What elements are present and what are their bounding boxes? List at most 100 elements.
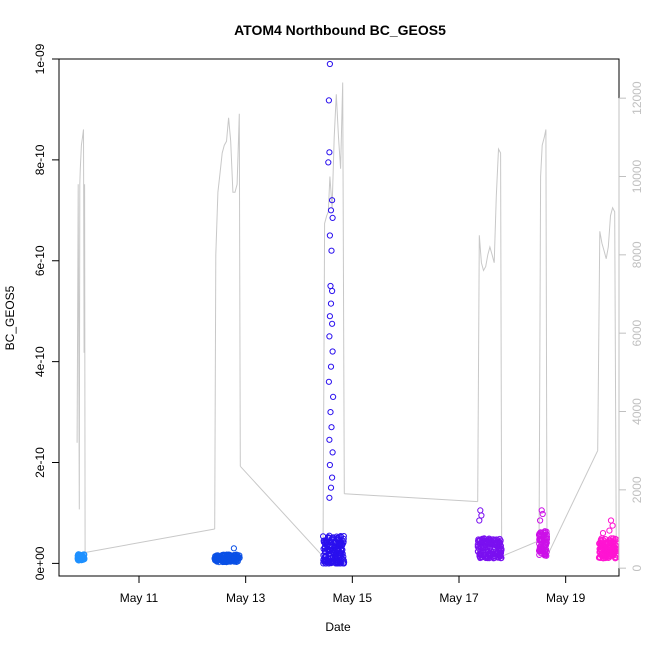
data-point [329,287,336,295]
data-point [477,547,484,554]
y2-tick-label: 4000 [630,398,644,425]
altitude-line-flight-1 [76,129,86,553]
data-point [325,97,332,104]
data-point [340,557,347,564]
data-point [478,512,485,519]
data-point [610,539,617,546]
data-point [329,320,336,327]
data-point [328,424,335,431]
x-tick-label: May 11 [120,591,159,605]
x-tick-label: May 15 [333,591,373,605]
data-point [330,393,337,400]
data-point [604,543,611,550]
data-point [477,551,484,558]
data-point [328,247,335,254]
altitude-link-2 [239,465,324,557]
data-point [329,197,336,204]
altitude-link-5 [546,450,599,557]
data-point [497,542,504,550]
data-point [326,333,333,340]
data-point [329,449,336,456]
y-tick-label: 0e+00 [33,546,47,580]
data-point [329,348,336,355]
altitude-series [76,82,617,557]
x-tick-label: May 19 [546,591,586,605]
altitude-line-flight-3 [322,82,345,557]
x-axis: May 11 May 13 May 15 May 17 May 19 [120,575,586,605]
y-tick-label: 4e-10 [33,346,47,377]
data-point [495,552,502,559]
data-point [474,541,481,548]
data-point [497,548,504,555]
data-point [340,539,347,547]
data-point [329,214,336,221]
data-point [340,560,347,567]
altitude-link-3 [344,493,478,503]
altitude-line-flight-4 [477,147,503,557]
altitude-line-flight-2 [214,113,241,530]
data-point [326,60,333,68]
scatter-series [74,60,620,567]
data-point [599,530,607,537]
secondary-y-axis: 0 2000 4000 6000 8000 10000 12000 [618,81,644,572]
y2-tick-label: 8000 [630,241,644,268]
data-point [231,558,238,565]
data-point [498,545,505,553]
data-point [536,535,543,543]
data-point [609,552,616,559]
y-tick-label: 8e-10 [33,144,47,175]
data-point [325,378,332,385]
data-point [329,474,336,481]
data-point [538,507,545,514]
altitude-line-flight-6 [597,206,617,557]
y-tick-label: 2e-10 [33,447,47,478]
data-point [327,300,335,307]
data-point [491,536,498,543]
data-point [486,553,493,560]
data-point [543,535,550,542]
data-point [477,507,484,514]
data-point [596,549,603,556]
data-point [486,540,493,548]
data-point [325,159,332,166]
data-point [606,527,613,534]
data-point [320,537,327,544]
data-point [327,363,335,370]
data-point [333,558,340,565]
data-point [537,529,544,536]
data-point [479,536,486,543]
data-point [327,555,334,562]
data-point [222,553,229,560]
data-point [212,553,219,560]
data-point [607,539,614,546]
data-point [327,282,334,290]
y-axis: 0e+00 2e-10 4e-10 6e-10 8e-10 1e-09 [33,43,60,580]
altitude-link-1 [85,528,215,553]
data-point [322,539,329,546]
y2-tick-label: 0 [630,565,644,572]
data-point [476,517,483,524]
data-point [607,517,615,524]
data-point [596,545,603,553]
data-point [326,436,333,443]
data-point [320,556,327,563]
data-point [598,539,606,546]
altitude-line-flight-5 [538,129,548,557]
data-point [335,534,342,541]
data-point [336,560,343,567]
data-point [327,409,334,416]
data-point [537,517,544,524]
altitude-link-4 [501,540,540,557]
data-point [336,540,343,547]
data-point [325,546,332,553]
y-axis-label: BC_GEOS5 [3,285,17,350]
data-point [600,555,607,562]
data-point [596,539,603,546]
data-point [212,555,219,562]
y2-tick-label: 6000 [630,319,644,346]
y2-tick-label: 10000 [630,159,644,193]
y2-tick-label: 2000 [630,476,644,503]
y-tick-label: 6e-10 [33,245,47,276]
data-point [543,531,550,538]
